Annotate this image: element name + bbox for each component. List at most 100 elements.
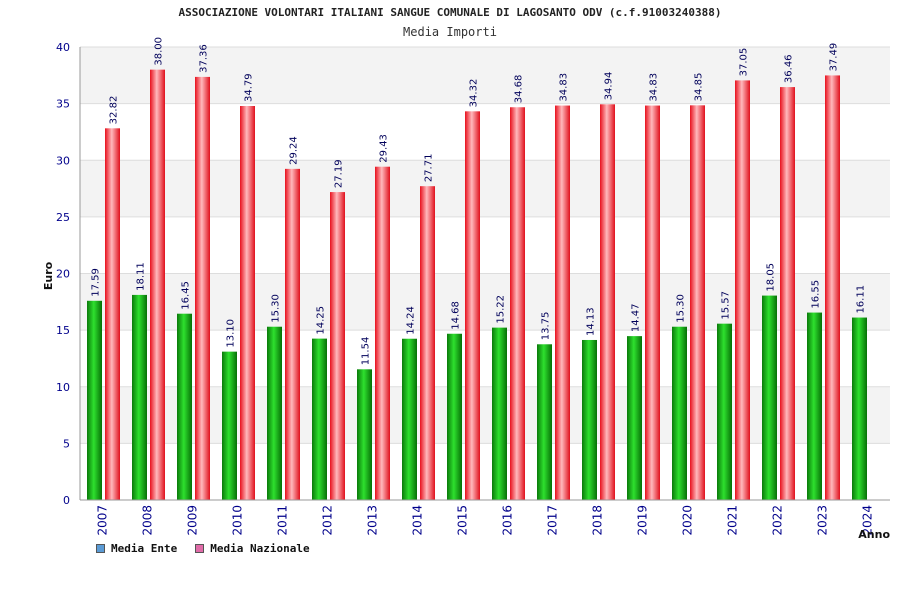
- bar-media-ente: [267, 326, 282, 500]
- legend-item-media-nazionale: Media Nazionale: [195, 542, 310, 555]
- data-label: 13.10: [226, 319, 237, 348]
- x-tick-label: 2016: [501, 505, 515, 536]
- data-label: 14.47: [631, 303, 642, 332]
- data-label: 27.71: [424, 154, 435, 183]
- data-label: 15.22: [496, 295, 507, 324]
- bar-media-ente: [357, 369, 372, 500]
- bar-media-ente: [537, 344, 552, 500]
- x-tick-label: 2011: [276, 505, 290, 536]
- x-tick-label: 2012: [321, 505, 335, 536]
- data-label: 34.68: [514, 75, 525, 104]
- data-label: 15.30: [271, 294, 282, 323]
- bar-media-nazionale: [330, 192, 345, 501]
- bar-media-nazionale: [600, 104, 615, 500]
- bar-media-nazionale: [510, 107, 525, 501]
- x-tick-label: 2009: [186, 505, 200, 536]
- y-tick-label: 10: [56, 381, 70, 394]
- bar-media-nazionale: [555, 105, 570, 501]
- bar-media-nazionale: [780, 87, 795, 500]
- data-label: 16.55: [811, 280, 822, 309]
- data-label: 37.49: [829, 43, 840, 72]
- data-label: 34.85: [694, 73, 705, 102]
- legend-label-media-ente: Media Ente: [111, 542, 178, 555]
- grid-band: [80, 386, 890, 444]
- data-label: 14.24: [406, 306, 417, 335]
- data-label: 13.75: [541, 312, 552, 341]
- x-tick-label: 2015: [456, 505, 470, 536]
- x-tick-label: 2007: [96, 505, 110, 536]
- bar-media-ente: [762, 295, 777, 500]
- x-tick-label: 2023: [816, 505, 830, 536]
- y-tick-label: 25: [56, 211, 70, 224]
- data-label: 16.11: [856, 285, 867, 314]
- x-tick-label: 2013: [366, 505, 380, 536]
- data-label: 36.46: [784, 54, 795, 83]
- data-label: 34.94: [604, 72, 615, 101]
- data-label: 27.19: [334, 159, 345, 188]
- data-label: 18.05: [766, 263, 777, 292]
- bar-media-ente: [807, 312, 822, 500]
- legend-item-media-ente: Media Ente: [96, 542, 177, 555]
- bar-media-ente: [627, 336, 642, 500]
- x-tick-label: 2024: [861, 505, 875, 536]
- grid-band: [80, 47, 890, 104]
- data-label: 15.57: [721, 291, 732, 320]
- data-label: 38.00: [154, 37, 165, 66]
- data-label: 37.05: [739, 48, 750, 77]
- y-axis-label: Euro: [42, 261, 55, 290]
- bar-media-nazionale: [690, 105, 705, 500]
- legend-label-media-nazionale: Media Nazionale: [210, 542, 310, 555]
- x-tick-label: 2022: [771, 505, 785, 536]
- y-tick-label: 15: [56, 324, 70, 337]
- x-tick-label: 2019: [636, 505, 650, 536]
- bar-media-ente: [717, 323, 732, 500]
- x-tick-label: 2020: [681, 505, 695, 536]
- data-label: 37.36: [199, 44, 210, 73]
- x-tick-label: 2017: [546, 505, 560, 536]
- bar-media-nazionale: [735, 80, 750, 500]
- data-label: 11.54: [361, 337, 372, 366]
- data-label: 14.25: [316, 306, 327, 335]
- data-label: 18.11: [136, 262, 147, 291]
- x-tick-label: 2014: [411, 505, 425, 536]
- x-axis-label: Anno: [858, 528, 890, 541]
- chart-subtitle: Media Importi: [403, 25, 497, 39]
- legend-swatch-media-ente: [96, 544, 105, 553]
- grid-band: [80, 160, 890, 217]
- bar-media-nazionale: [645, 105, 660, 501]
- y-tick-label: 30: [56, 154, 70, 167]
- x-tick-label: 2010: [231, 505, 245, 536]
- data-label: 34.83: [649, 73, 660, 102]
- data-label: 16.45: [181, 281, 192, 310]
- data-label: 14.68: [451, 301, 462, 330]
- bar-media-nazionale: [465, 111, 480, 501]
- bar-media-ente: [492, 327, 507, 500]
- bar-media-ente: [87, 300, 102, 500]
- y-tick-label: 40: [56, 41, 70, 54]
- grid-band: [80, 273, 890, 331]
- bar-media-nazionale: [825, 75, 840, 500]
- y-tick-label: 5: [63, 437, 70, 450]
- bar-media-nazionale: [285, 168, 300, 500]
- bar-media-nazionale: [150, 69, 165, 501]
- data-label: 17.59: [91, 268, 102, 297]
- bar-media-ente: [447, 333, 462, 500]
- data-label: 32.82: [109, 96, 120, 125]
- data-label: 34.32: [469, 79, 480, 108]
- y-tick-label: 35: [56, 98, 70, 111]
- x-tick-label: 2008: [141, 505, 155, 536]
- bar-media-nazionale: [195, 76, 210, 500]
- bar-media-ente: [312, 338, 327, 500]
- data-label: 34.79: [244, 73, 255, 102]
- bar-media-nazionale: [375, 166, 390, 500]
- bar-media-nazionale: [105, 128, 120, 500]
- data-label: 14.13: [586, 307, 597, 336]
- bar-media-nazionale: [420, 186, 435, 500]
- x-tick-label: 2021: [726, 505, 740, 536]
- bar-media-ente: [582, 339, 597, 500]
- bar-media-ente: [222, 351, 237, 500]
- data-label: 29.43: [379, 134, 390, 163]
- bar-media-ente: [402, 338, 417, 500]
